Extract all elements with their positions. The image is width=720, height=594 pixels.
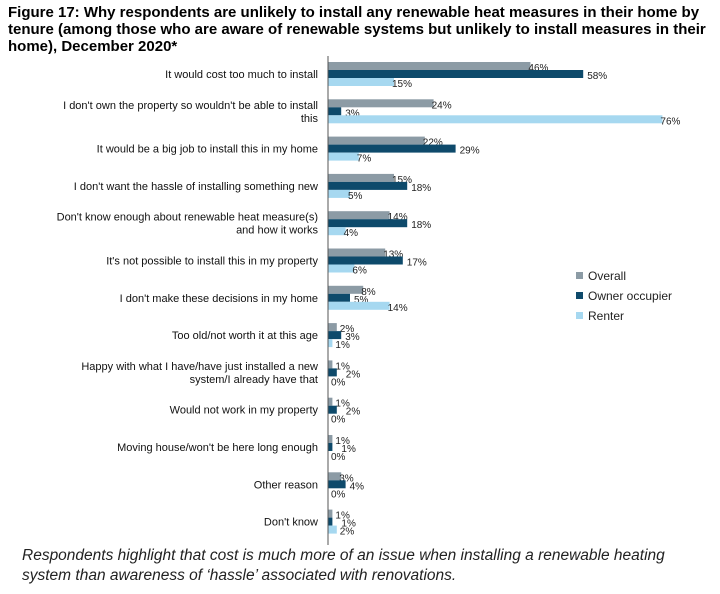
- category-label: Happy with what I have/have just install…: [81, 361, 318, 373]
- category-label: this: [301, 113, 319, 125]
- bar-overall: [328, 136, 425, 145]
- data-label: 3%: [339, 473, 354, 484]
- bar-renter: [328, 152, 359, 161]
- category-label: system/I already have that: [190, 374, 318, 386]
- bar-renter: [328, 525, 337, 534]
- data-label: 0%: [331, 489, 346, 500]
- category-label: It's not possible to install this in my …: [106, 256, 318, 268]
- bar-overall: [328, 397, 333, 406]
- category-label: I don't make these decisions in my home: [120, 293, 318, 305]
- bar-owner-occupier: [328, 219, 408, 228]
- data-label: 1%: [335, 436, 350, 447]
- data-label: 2%: [340, 527, 355, 538]
- category-label: Moving house/won't be here long enough: [117, 442, 318, 454]
- data-label: 5%: [354, 295, 369, 306]
- bar-owner-occupier: [328, 144, 456, 153]
- bar-owner-occupier: [328, 256, 403, 265]
- legend-swatch: [576, 292, 583, 299]
- data-label: 3%: [345, 332, 360, 343]
- data-label: 46%: [528, 63, 548, 74]
- bar-owner-occupier: [328, 293, 350, 302]
- bar-overall: [328, 435, 333, 443]
- data-label: 4%: [344, 228, 359, 239]
- data-label: 29%: [460, 146, 480, 157]
- data-label: 14%: [388, 212, 408, 223]
- data-label: 4%: [350, 481, 365, 492]
- data-label: 0%: [331, 452, 346, 463]
- data-label: 0%: [331, 415, 346, 426]
- data-label: 13%: [383, 250, 403, 261]
- bar-owner-occupier: [328, 181, 408, 190]
- data-label: 1%: [335, 511, 350, 522]
- bar-renter: [328, 301, 390, 310]
- bar-overall: [328, 173, 394, 182]
- category-label: and how it works: [236, 225, 318, 237]
- data-label: 1%: [341, 444, 356, 455]
- bar-owner-occupier: [328, 331, 342, 340]
- category-label: Don't know enough about renewable heat m…: [57, 212, 318, 224]
- bar-renter: [328, 115, 663, 124]
- data-label: 3%: [345, 108, 360, 119]
- category-label: Too old/not worth it at this age: [172, 330, 318, 342]
- bar-renter: [328, 189, 350, 198]
- data-label: 18%: [411, 220, 431, 231]
- legend-label: Owner occupier: [588, 289, 672, 303]
- bar-owner-occupier: [328, 517, 333, 526]
- bar-owner-occupier: [328, 480, 346, 489]
- data-label: 15%: [392, 79, 412, 90]
- category-label: Don't know: [264, 517, 318, 529]
- data-label: 2%: [340, 324, 355, 335]
- category-label: Other reason: [254, 479, 318, 491]
- data-label: 5%: [348, 191, 363, 202]
- bar-overall: [328, 248, 386, 257]
- bar-owner-occupier: [328, 443, 333, 451]
- bar-overall: [328, 99, 434, 108]
- data-label: 58%: [587, 71, 607, 82]
- data-label: 1%: [341, 519, 356, 530]
- category-label: I don't own the property so wouldn't be …: [63, 100, 318, 112]
- category-label: Would not work in my property: [170, 405, 319, 417]
- data-label: 0%: [331, 377, 346, 388]
- legend-label: Overall: [588, 269, 626, 283]
- data-label: 15%: [392, 175, 412, 186]
- legend-label: Renter: [588, 309, 624, 323]
- data-label: 8%: [361, 287, 376, 298]
- legend-swatch: [576, 272, 583, 279]
- data-label: 1%: [335, 361, 350, 372]
- bar-overall: [328, 509, 333, 518]
- bar-owner-occupier: [328, 368, 337, 377]
- bar-overall: [328, 323, 337, 332]
- bar-renter: [328, 264, 355, 273]
- data-label: 17%: [407, 258, 427, 269]
- bar-overall: [328, 211, 390, 220]
- data-label: 24%: [432, 100, 452, 111]
- data-label: 7%: [357, 154, 372, 165]
- bar-overall: [328, 360, 333, 369]
- data-label: 1%: [335, 399, 350, 410]
- bar-overall: [328, 472, 342, 481]
- chart-caption: Respondents highlight that cost is much …: [22, 547, 665, 584]
- category-label: I don't want the hassle of installing so…: [74, 181, 318, 193]
- bar-owner-occupier: [328, 70, 584, 78]
- bar-renter: [328, 339, 333, 348]
- bar-owner-occupier: [328, 107, 342, 116]
- data-label: 2%: [346, 369, 361, 380]
- data-label: 22%: [423, 138, 443, 149]
- data-label: 1%: [335, 340, 350, 351]
- bar-renter: [328, 78, 394, 86]
- legend-swatch: [576, 312, 583, 319]
- chart-title: Figure 17: Why respondents are unlikely …: [8, 4, 706, 55]
- bar-overall: [328, 285, 364, 294]
- data-label: 18%: [411, 183, 431, 194]
- data-label: 76%: [660, 116, 680, 127]
- category-label: It would be a big job to install this in…: [97, 144, 318, 156]
- data-label: 6%: [352, 266, 367, 277]
- data-label: 2%: [346, 407, 361, 418]
- bar-overall: [328, 62, 531, 70]
- data-label: 14%: [388, 303, 408, 314]
- bar-chart: It would cost too much to install 46% 58% 1…: [57, 56, 681, 545]
- bar-renter: [328, 227, 346, 236]
- category-label: It would cost too much to install: [165, 69, 318, 81]
- bar-owner-occupier: [328, 405, 337, 414]
